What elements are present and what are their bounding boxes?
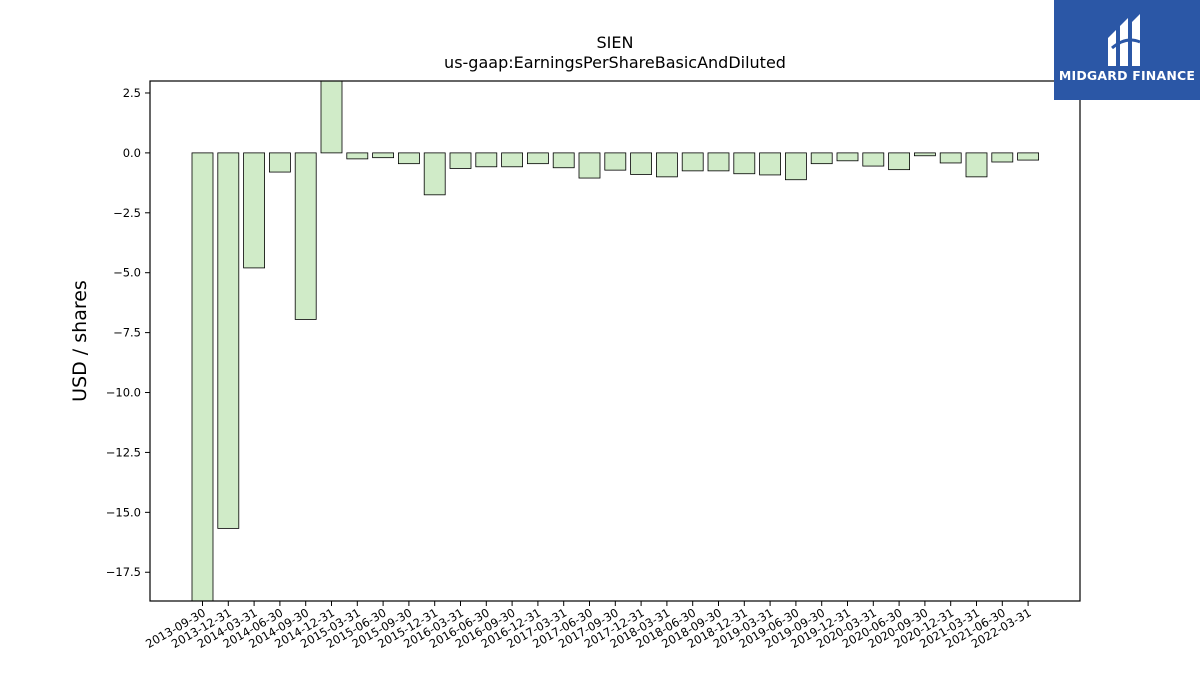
bar-2018-06-30 [681,152,704,172]
bars-group [191,80,1039,602]
bar-2016-12-31 [527,152,549,165]
y-tick-label: −2.5 [113,206,141,220]
y-tick-label: −5.0 [113,266,141,280]
bar-2020-03-31 [862,152,885,167]
bar-2015-06-30 [372,152,395,159]
bar-2017-09-30 [604,152,627,171]
bar-2015-12-31 [423,152,446,196]
bar-2014-03-31 [243,152,266,269]
midgard-logo-icon [1108,14,1141,66]
bar-2014-06-30 [268,152,291,173]
logo-text: MIDGARD FINANCE [1058,68,1196,83]
bar-2020-06-30 [888,152,910,171]
bar-2019-09-30 [810,152,833,165]
y-axis-label: USD / shares [69,280,91,402]
y-tick-label: −7.5 [113,326,141,340]
brand-logo: MIDGARD FINANCE [1054,0,1200,100]
bar-2017-03-31 [552,152,575,169]
bar-2019-03-31 [759,152,781,176]
bar-2018-12-31 [733,152,756,175]
chart-title: SIEN [597,33,634,52]
bar-2021-03-31 [965,152,988,178]
plot-frame [149,80,1081,602]
chart-subtitle: us-gaap:EarningsPerShareBasicAndDiluted [444,53,786,72]
bar-2018-09-30 [707,152,730,172]
y-tick-label: −15.0 [106,505,141,519]
bar-2022-03-31 [1017,152,1039,161]
bar-2013-09-30 [191,152,214,602]
bar-2016-03-31 [449,152,472,169]
y-tick-label: −12.5 [106,445,141,459]
bar-2019-06-30 [785,152,807,181]
bar-2014-09-30 [294,152,317,320]
y-tick-label: −17.5 [106,565,141,579]
bar-2017-12-31 [630,152,652,175]
bar-2020-12-31 [939,152,962,164]
bar-2015-09-30 [397,152,420,165]
y-ticks-group: 2.5 0.0 −2.5 −5.0 −7.5 −10.0 −12.5 −15.0 −17.5 [106,86,150,579]
y-tick-label: 2.5 [123,86,141,100]
bar-2016-09-30 [501,152,524,168]
bar-2015-03-31 [346,152,369,160]
bar-2018-03-31 [656,152,678,178]
bar-2013-12-31 [217,152,240,529]
bar-2014-12-31 [320,80,343,154]
bar-2020-09-30 [914,152,936,157]
x-ticks-group: 2013-09-302013-12-312014-03-312014-06-30… [143,601,1034,651]
bar-2016-06-30 [475,152,498,168]
bar-2021-06-30 [991,152,1014,163]
y-tick-label: 0.0 [123,146,141,160]
y-tick-label: −10.0 [106,386,141,400]
bar-2017-06-30 [578,152,601,179]
bar-2019-12-31 [836,152,859,162]
